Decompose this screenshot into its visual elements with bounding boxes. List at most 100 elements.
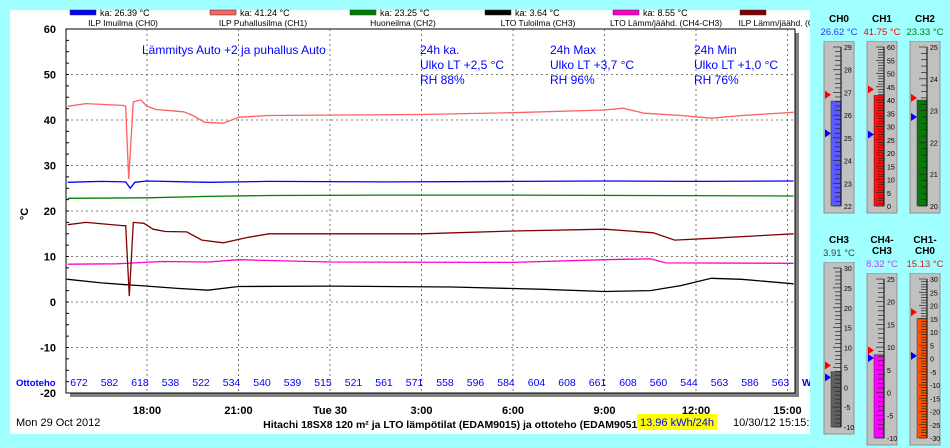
y-tick-label: 40 — [44, 115, 56, 127]
power-value: 521 — [345, 377, 363, 389]
y-tick-label: 0 — [50, 297, 56, 309]
legend-average: ka: 41.24 °C — [240, 8, 290, 18]
legend-label: ILP Imuilma (CH0) — [88, 18, 158, 28]
power-value: 560 — [650, 377, 668, 389]
power-value: 586 — [741, 377, 759, 389]
start-date: Mon 29 Oct 2012 — [16, 417, 100, 429]
series-line-2 — [67, 194, 794, 199]
timestamp: 10/30/12 15:15:01 — [733, 417, 810, 429]
gauge-tick-label: 10 — [930, 330, 938, 337]
power-value: 563 — [711, 377, 729, 389]
gauge-tick-label: 15 — [930, 317, 938, 324]
gauge-tick-label: 20 — [930, 304, 938, 311]
power-value: 584 — [497, 377, 515, 389]
gauge-tick-label: 24 — [930, 77, 938, 84]
gauge-tick-label: 10 — [844, 346, 852, 353]
gauge-name: CH2 — [914, 14, 935, 25]
x-tick-label: 9:00 — [593, 405, 615, 417]
annotation-text: Ulko LT +2,5 °C — [420, 58, 504, 72]
gauge-ch0: CH0 26.62 °C 22 23 24 25 26 27 28 29 — [819, 14, 859, 216]
gauge-tick-label: 0 — [887, 204, 891, 211]
power-value: 582 — [101, 377, 119, 389]
gauge-value: 23.33 °C — [906, 27, 944, 38]
legend-swatch — [69, 9, 97, 16]
legend-average: ka: 26.39 °C — [100, 8, 150, 18]
gauge-tick-label: -15 — [930, 396, 940, 403]
gauge-fill — [916, 99, 928, 207]
gauge-value: 26.62 °C — [820, 27, 858, 38]
gauge-frame — [823, 262, 855, 435]
gauge-tick-label: -10 — [930, 383, 940, 390]
min-marker-icon — [825, 129, 831, 138]
gauge-tick-label: -10 — [844, 425, 854, 432]
x-tick-label: 18:00 — [133, 405, 161, 417]
gauge-tick-label: 60 — [887, 45, 895, 52]
gauge-tick-label: 5 — [930, 343, 934, 350]
gauge-tick-label: -10 — [887, 436, 897, 443]
annotation-text: Ulko LT +1,0 °C — [694, 58, 778, 72]
gauge-tick-label: 0 — [930, 357, 934, 364]
gauge-tick-label: 23 — [844, 181, 852, 188]
power-value: 538 — [162, 377, 180, 389]
series-line-5 — [67, 221, 794, 297]
min-marker-icon — [868, 130, 874, 139]
gauge-value: 3.91 °C — [823, 248, 855, 259]
series-line-0 — [67, 180, 794, 190]
gauge-body: 22 23 24 25 26 27 28 29 — [823, 41, 855, 214]
legend-label: ILP Puhallusilma (CH1) — [219, 18, 307, 28]
gauge-tick-label: 23 — [930, 109, 938, 116]
y-tick-label: -10 — [40, 343, 56, 355]
energy-highlight — [637, 414, 717, 430]
legend-swatch — [349, 9, 377, 16]
max-marker-icon — [825, 361, 831, 370]
gauge-ch1: CH1 41.75 °C 0 5 10 15 20 25 30 35 40 45 50 55 60 — [862, 14, 902, 216]
gauge-value: 8.32 °C — [866, 259, 898, 270]
power-value: 608 — [558, 377, 576, 389]
gauge-tick-label: 27 — [844, 90, 852, 97]
gauge-tick-label: 22 — [844, 204, 852, 211]
gauge-tick-label: 25 — [844, 136, 852, 143]
max-marker-icon — [911, 93, 917, 102]
gauge-value: 41.75 °C — [863, 27, 901, 38]
y-axis-label: °C — [19, 208, 31, 220]
gauge-name: CH0 — [828, 14, 849, 25]
chart-title: Hitachi 18SX8 120 m² ja LTO lämpötilat (… — [263, 419, 641, 431]
power-value: 596 — [467, 377, 485, 389]
gauge-tick-label: -25 — [930, 423, 940, 430]
max-marker-icon — [868, 85, 874, 94]
gauge-fill — [830, 100, 842, 207]
power-value: 558 — [436, 377, 454, 389]
gauge-fill — [873, 354, 885, 439]
legend-average: ka: 23.25 °C — [380, 8, 430, 18]
gauge-tick-label: 25 — [930, 45, 938, 52]
power-value: 672 — [70, 377, 88, 389]
gauge-tick-label: 30 — [844, 266, 852, 273]
power-value: 539 — [284, 377, 302, 389]
annotation-text: Ulko LT +3,7 °C — [550, 58, 634, 72]
annotation-text: 24h ka. — [420, 43, 459, 57]
gauge-tick-label: 20 — [887, 300, 895, 307]
power-value: 540 — [253, 377, 271, 389]
gauge-tick-label: -5 — [930, 370, 936, 377]
y-tick-label: 50 — [44, 70, 56, 82]
power-value: 515 — [314, 377, 332, 389]
gauge-tick-label: 30 — [887, 125, 895, 132]
gauge-tick-label: 5 — [887, 191, 891, 198]
max-marker-icon — [825, 90, 831, 99]
gauge-tick-label: 45 — [887, 85, 895, 92]
gauge-tick-label: 10 — [887, 345, 895, 352]
legend-swatch — [209, 9, 237, 16]
gauge-tick-label: -5 — [844, 405, 850, 412]
gauge-ch4-ch3: CH4-CH3 8.32 °C -10 -5 0 5 10 15 20 25 — [862, 235, 902, 448]
gauge-ch1-ch0: CH1-CH0 15.13 °C -30 -25 -20 -15 -10 -5 0 5 10 15 20… — [905, 235, 945, 448]
gauge-fill — [916, 318, 928, 439]
gauge-tick-label: 40 — [887, 98, 895, 105]
legend-label: LTO Lämm/jäähd. (CH4-CH3) — [610, 18, 722, 28]
max-marker-icon — [911, 308, 917, 317]
power-value: 618 — [131, 377, 149, 389]
x-tick-label: 21:00 — [224, 405, 252, 417]
min-marker-icon — [868, 354, 874, 363]
annotation-text: RH 96% — [550, 73, 595, 87]
gauge-tick-label: 25 — [887, 138, 895, 145]
x-tick-label: Tue 30 — [313, 405, 347, 417]
